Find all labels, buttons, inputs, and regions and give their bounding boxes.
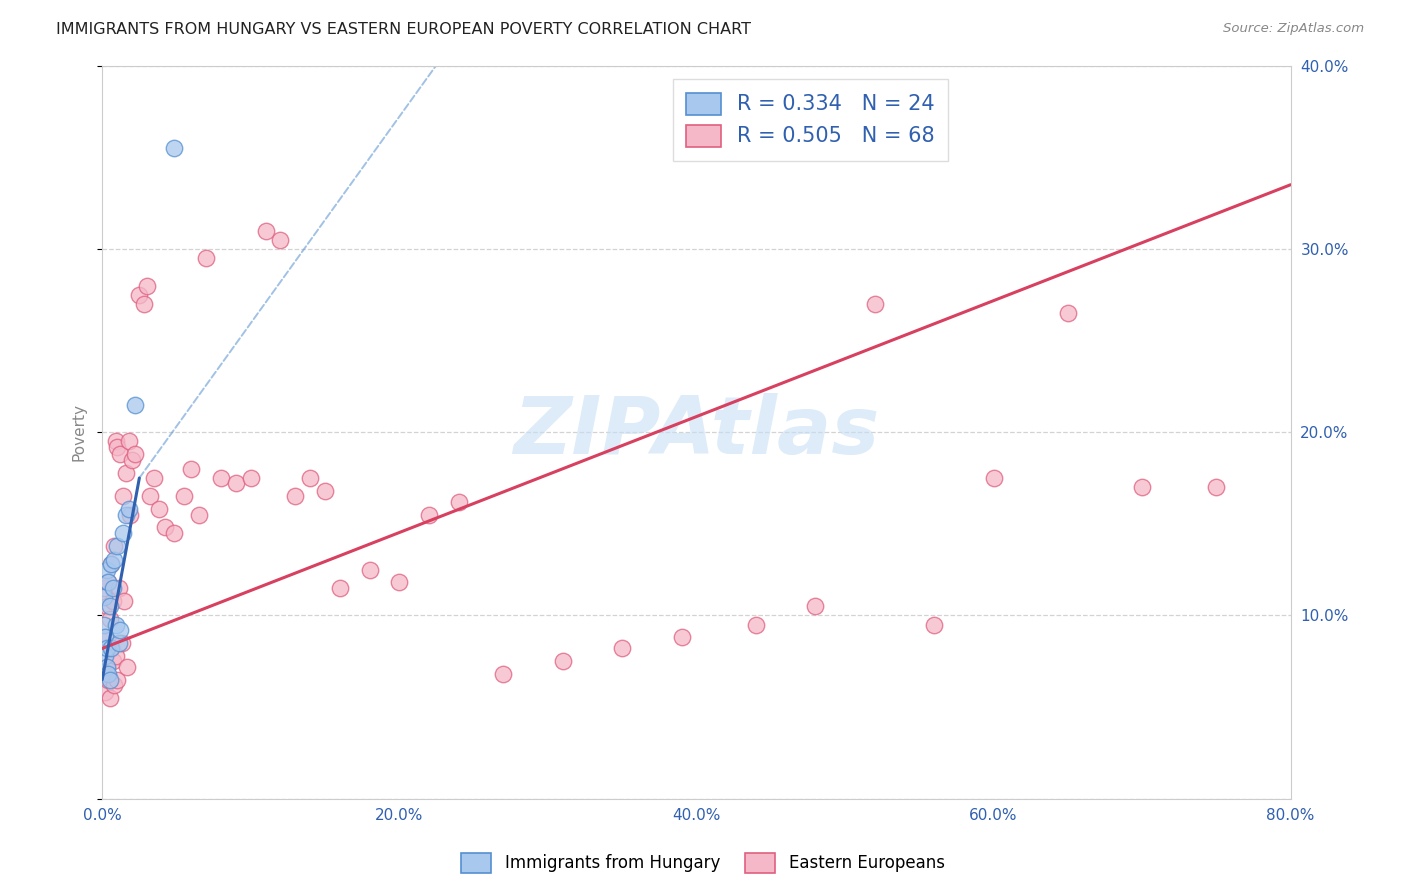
Point (115, 466, 138, 480)
Point (108, 623, 131, 637)
Point (105, 539, 128, 553)
Point (922, 617, 945, 632)
Point (121, 452, 143, 467)
Point (97, 667, 120, 681)
Point (93, 667, 115, 681)
Point (1205, 480, 1227, 494)
Point (103, 539, 125, 553)
Point (96, 599, 118, 614)
Point (108, 447, 131, 461)
Point (98, 612, 121, 626)
Point (96, 641, 118, 656)
Y-axis label: Poverty: Poverty (72, 403, 86, 461)
Point (209, 471, 232, 485)
Point (100, 641, 122, 656)
Point (94, 685, 117, 699)
Point (97, 673, 120, 687)
Point (153, 520, 176, 534)
Legend: R = 0.334   N = 24, R = 0.505   N = 68: R = 0.334 N = 24, R = 0.505 N = 68 (672, 79, 948, 161)
Point (610, 641, 633, 656)
Point (1130, 480, 1153, 494)
Point (804, 599, 827, 614)
Point (388, 575, 411, 590)
Point (94, 631, 117, 645)
Point (96, 660, 118, 674)
Point (94, 631, 117, 645)
Point (195, 251, 218, 265)
Point (162, 526, 184, 541)
Point (104, 617, 127, 632)
Text: IMMIGRANTS FROM HUNGARY VS EASTERN EUROPEAN POVERTY CORRELATION CHART: IMMIGRANTS FROM HUNGARY VS EASTERN EUROP… (56, 22, 751, 37)
Point (101, 654, 124, 668)
Point (239, 471, 262, 485)
Point (98, 673, 121, 687)
Point (117, 660, 139, 674)
Point (93, 617, 115, 632)
Point (447, 495, 470, 509)
Point (359, 563, 381, 577)
Point (299, 471, 322, 485)
Point (100, 557, 122, 571)
Point (103, 553, 125, 567)
Point (254, 223, 277, 237)
Point (96, 563, 118, 577)
Point (103, 678, 125, 692)
Point (187, 508, 209, 522)
Point (745, 617, 768, 632)
Point (329, 581, 352, 595)
Point (97, 575, 120, 590)
Point (148, 502, 170, 516)
Point (101, 581, 124, 595)
Point (135, 278, 157, 293)
Point (114, 594, 136, 608)
Point (983, 471, 1005, 485)
Point (139, 489, 162, 503)
Point (173, 489, 195, 503)
Text: ZIPAtlas: ZIPAtlas (513, 393, 880, 471)
Text: Source: ZipAtlas.com: Source: ZipAtlas.com (1223, 22, 1364, 36)
Point (94, 648, 117, 663)
Point (671, 631, 693, 645)
Point (110, 636, 132, 650)
Point (124, 447, 146, 461)
Point (100, 641, 122, 656)
Point (93, 581, 115, 595)
Point (132, 297, 155, 311)
Point (551, 654, 574, 668)
Point (118, 434, 141, 449)
Point (118, 502, 141, 516)
Point (115, 508, 138, 522)
Point (269, 233, 291, 247)
Legend: Immigrants from Hungary, Eastern Europeans: Immigrants from Hungary, Eastern Europea… (454, 847, 952, 880)
Point (101, 594, 124, 608)
Point (104, 434, 127, 449)
Point (111, 526, 134, 541)
Point (100, 557, 122, 571)
Point (104, 648, 127, 663)
Point (143, 471, 166, 485)
Point (162, 141, 184, 155)
Point (863, 297, 886, 311)
Point (225, 476, 247, 491)
Point (111, 489, 134, 503)
Point (97, 575, 120, 590)
Point (124, 398, 146, 412)
Point (284, 489, 307, 503)
Point (1056, 306, 1078, 320)
Point (120, 508, 142, 522)
Point (93, 590, 115, 604)
Point (418, 508, 440, 522)
Point (98, 690, 121, 705)
Point (105, 673, 128, 687)
Point (107, 581, 129, 595)
Point (96, 660, 118, 674)
Point (128, 287, 150, 301)
Point (492, 667, 515, 681)
Point (105, 440, 128, 454)
Point (98, 599, 121, 614)
Point (107, 636, 129, 650)
Point (314, 483, 336, 498)
Point (180, 462, 202, 476)
